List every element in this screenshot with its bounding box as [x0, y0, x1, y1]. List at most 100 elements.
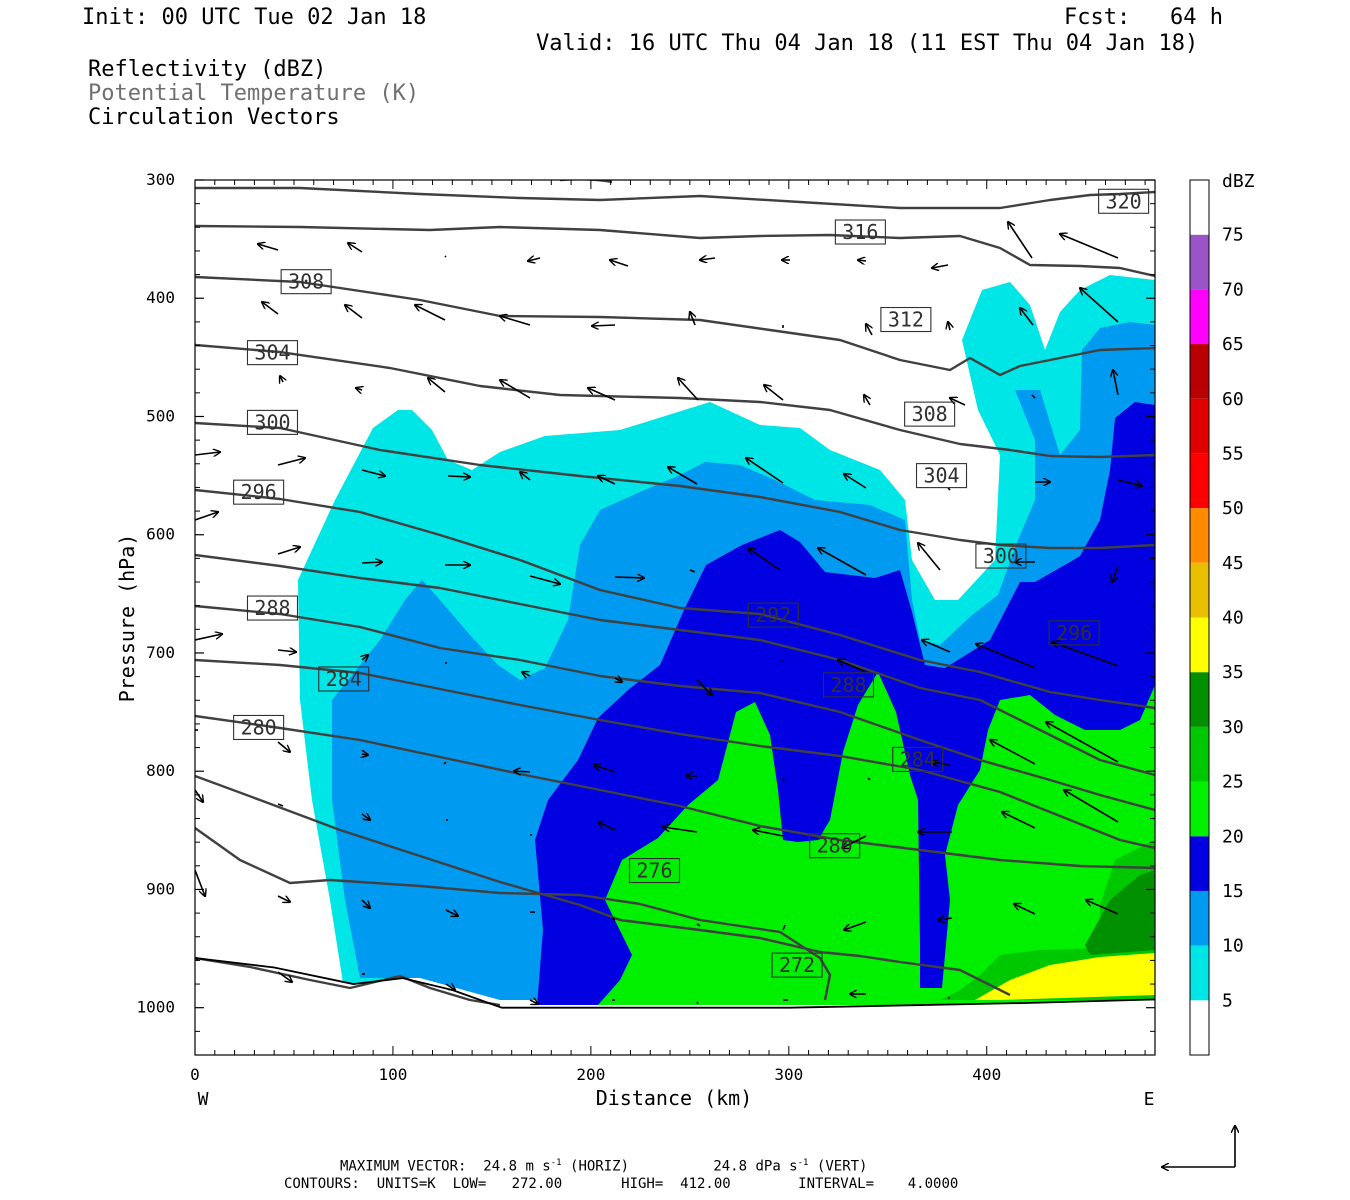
field-potential-temperature: Potential Temperature (K) [88, 81, 420, 106]
theta-label-box [834, 219, 886, 245]
circulation-vector [1064, 790, 1119, 823]
circulation-vector [443, 761, 447, 765]
colorbar-level-label: 10 [1222, 936, 1244, 957]
circulation-vector [415, 305, 446, 321]
x-tick-label: 200 [576, 1065, 605, 1084]
colorbar-swatch [1190, 836, 1209, 891]
colorbar-level-label: 30 [1222, 717, 1244, 738]
circulation-vector [696, 679, 712, 695]
circulation-vector [932, 762, 951, 765]
circulation-vector [528, 258, 541, 261]
circulation-vector [689, 569, 696, 573]
theta-label: 320 [1106, 189, 1142, 213]
colorbar-swatch [1190, 508, 1209, 563]
max-vector-line: MAXIMUM VECTOR: 24.8 m s-1 (HORIZ) 24.8 … [340, 1158, 867, 1175]
y-tick-label: 800 [146, 761, 175, 780]
y-tick-label: 600 [146, 525, 175, 544]
y-axis-title: Pressure (hPa) [115, 534, 139, 703]
colorbar-swatch [1190, 289, 1209, 345]
theta-label-box [246, 595, 299, 621]
circulation-vector [356, 388, 362, 390]
circulation-vector [1113, 370, 1119, 396]
circulation-vector [947, 487, 951, 491]
circulation-vector [1031, 394, 1036, 399]
theta-label-box [892, 746, 944, 772]
theta-label: 280 [241, 715, 277, 739]
theta-contour-line [195, 421, 1155, 550]
theta-contour-line [195, 658, 1155, 850]
x-axis-title: Distance (km) [596, 1086, 753, 1110]
init-time: Init: 00 UTC Tue 02 Jan 18 [82, 5, 427, 30]
theta-contour-line [560, 180, 613, 184]
circulation-vector [610, 260, 629, 267]
max-vector-horiz-value: 24.8 m s [483, 1158, 551, 1175]
reflectivity-region [598, 672, 1155, 1005]
circulation-vector [864, 395, 870, 406]
circulation-vector [195, 512, 218, 521]
theta-label: 304 [254, 341, 290, 365]
theta-label-box [280, 269, 332, 295]
circulation-vector [1008, 222, 1033, 259]
theta-label-box [318, 666, 370, 692]
axes: 300 400 500 600 700 800 900 1000 0 100 200 300 400 W E… [115, 170, 1155, 1110]
circulation-vector [445, 984, 455, 990]
circulation-vector [195, 634, 222, 641]
circulation-vector [520, 472, 531, 481]
theta-label: 308 [912, 402, 948, 426]
theta-label-box [880, 306, 932, 333]
circulation-vector [615, 678, 622, 682]
reflectivity-fill [195, 275, 1155, 1055]
colorbar-level-label: 60 [1222, 389, 1244, 410]
circulation-vector [588, 388, 616, 401]
circulation-vector [361, 899, 370, 908]
colorbar-level-label: 40 [1222, 608, 1244, 629]
circulation-vector [428, 378, 446, 393]
max-vector-horiz-unit: (HORIZ) [570, 1158, 630, 1175]
circulation-vector [678, 378, 699, 401]
circulation-vector [598, 822, 616, 831]
reflectivity-region [1085, 870, 1155, 955]
theta-contour-labels: 320 316 312 308 308 304 304 300 300 296 296 292 288 2… [233, 188, 1150, 978]
theta-label-box [747, 602, 799, 628]
circulation-vector [361, 562, 382, 563]
circulation-vector [529, 1000, 538, 1004]
theta-label: 300 [983, 544, 1019, 568]
superscript-horiz: -1 [550, 1158, 562, 1168]
theta-contour-line [195, 553, 1155, 777]
circulation-vector [1020, 308, 1034, 326]
colorbar-level-label: 35 [1222, 662, 1244, 683]
theta-label: 272 [779, 953, 815, 977]
plot-frame [194, 179, 1156, 1056]
circulation-vector [445, 909, 458, 916]
circulation-vector [362, 754, 368, 755]
theta-label: 296 [1056, 621, 1092, 645]
colorbar-swatch [1190, 781, 1209, 837]
theta-label-box [975, 543, 1027, 569]
circulation-vector [1052, 642, 1119, 667]
colorbar-swatch [1190, 890, 1209, 946]
circulation-vector [1117, 479, 1142, 486]
circulation-vector [361, 814, 370, 820]
circulation-vector [277, 458, 305, 466]
theta-label: 276 [636, 859, 672, 883]
colorbar-swatch [1190, 344, 1209, 399]
field-reflectivity: Reflectivity (dBZ) [88, 57, 327, 82]
circulation-vector [668, 467, 698, 485]
y-tick-label: 700 [146, 643, 175, 662]
x-end-label-east: E [1144, 1089, 1155, 1110]
circulation-vector [918, 543, 941, 571]
x-tick-label: 0 [190, 1065, 200, 1084]
colorbar-swatch [1190, 562, 1209, 618]
theta-label: 288 [830, 673, 866, 697]
theta-label-box [1048, 620, 1100, 646]
theta-label-box [246, 409, 299, 435]
circulation-vector [844, 474, 867, 489]
circulation-vector [500, 380, 531, 399]
circulation-vector [922, 640, 951, 653]
circulation-vector [277, 547, 300, 555]
colorbar-level-label: 5 [1222, 990, 1233, 1011]
y-tick-label: 500 [146, 406, 175, 425]
circulation-vector [594, 765, 616, 773]
max-vector-vert-value: 24.8 dPa s [713, 1158, 798, 1175]
circulation-vector [663, 827, 698, 833]
